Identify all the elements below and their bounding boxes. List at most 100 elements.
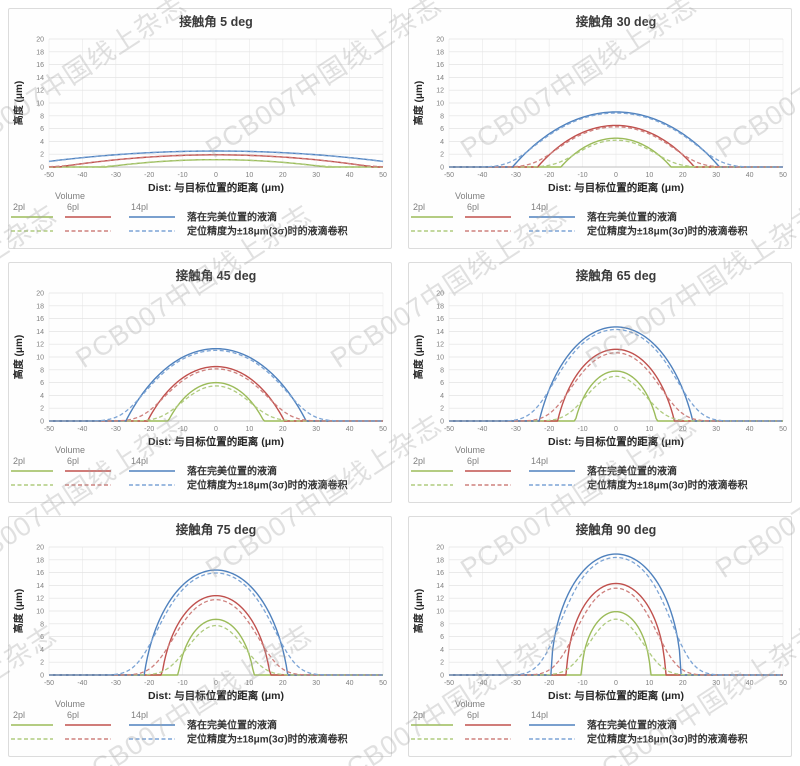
chart-title: 接触角 45 deg <box>176 268 257 283</box>
x-tick-label: 10 <box>646 426 654 433</box>
y-tick-label: 0 <box>440 419 444 426</box>
x-tick-label: 50 <box>379 172 387 179</box>
legend-item-label: 14pl <box>131 710 148 720</box>
chart-title: 接触角 65 deg <box>576 268 657 283</box>
y-tick-label: 8 <box>40 367 44 374</box>
x-tick-label: -10 <box>578 680 588 687</box>
legend-volume-header: Volume <box>55 445 85 455</box>
chart-title: 接触角 75 deg <box>176 522 257 537</box>
chart-65deg: -50 -40 -30 -20 -10 0 10 20 30 40 50 0 2 4 6 8 10 12 14 16 1… <box>411 268 787 492</box>
x-tick-label: -10 <box>578 426 588 433</box>
x-tick-label: 40 <box>746 172 754 179</box>
x-tick-label: 30 <box>312 426 320 433</box>
x-tick-label: -40 <box>77 426 87 433</box>
legend-solid-label: 落在完美位置的液滴 <box>187 719 277 732</box>
series-14pl-dashed <box>449 112 783 168</box>
y-tick-label: 4 <box>440 139 444 146</box>
y-tick-label: 6 <box>40 126 44 133</box>
legend-item-label: 6pl <box>467 202 479 212</box>
series-14pl-dashed <box>449 328 783 422</box>
x-tick-label: 40 <box>746 426 754 433</box>
y-tick-label: 16 <box>36 570 44 577</box>
y-tick-label: 18 <box>436 303 444 310</box>
x-axis-title: Dist: 与目标位置的距离 (μm) <box>548 435 684 448</box>
y-tick-label: 6 <box>440 634 444 641</box>
y-tick-label: 18 <box>436 49 444 56</box>
chart-panel-65deg: -50 -40 -30 -20 -10 0 10 20 30 40 50 0 2 4 6 8 10 12 14 16 1… <box>408 262 792 503</box>
y-tick-label: 18 <box>36 557 44 564</box>
x-tick-label: 30 <box>312 680 320 687</box>
legend-volume-header: Volume <box>55 699 85 709</box>
x-axis-title: Dist: 与目标位置的距离 (μm) <box>148 435 284 448</box>
x-tick-label: -30 <box>111 426 121 433</box>
chart-75deg: -50 -40 -30 -20 -10 0 10 20 30 40 50 0 2 4 6 8 10 12 14 16 1… <box>11 522 387 746</box>
y-tick-label: 14 <box>36 583 44 590</box>
x-tick-label: -20 <box>144 426 154 433</box>
x-tick-label: 40 <box>346 426 354 433</box>
x-axis-title: Dist: 与目标位置的距离 (μm) <box>148 689 284 702</box>
x-tick-label: 40 <box>746 680 754 687</box>
x-tick-label: -40 <box>477 172 487 179</box>
x-tick-label: -10 <box>178 680 188 687</box>
legend-solid-label: 落在完美位置的液滴 <box>187 211 277 224</box>
x-tick-label: -20 <box>144 680 154 687</box>
legend-item-label: 2pl <box>13 202 25 212</box>
legend-item-label: 2pl <box>413 456 425 466</box>
y-tick-label: 20 <box>36 37 44 44</box>
legend-dashed-label: 定位精度为±18μm(3σ)时的液滴卷积 <box>187 733 348 746</box>
y-tick-label: 10 <box>36 101 44 108</box>
x-tick-label: 50 <box>779 172 787 179</box>
y-tick-label: 12 <box>436 342 444 349</box>
y-tick-label: 12 <box>436 88 444 95</box>
y-tick-label: 10 <box>36 609 44 616</box>
legend-volume-header: Volume <box>455 191 485 201</box>
y-tick-label: 6 <box>440 126 444 133</box>
y-tick-label: 2 <box>40 152 44 159</box>
x-tick-label: -30 <box>111 680 121 687</box>
chart-title: 接触角 90 deg <box>576 522 657 537</box>
y-tick-label: 6 <box>40 634 44 641</box>
y-axis-title: 高度 (μm) <box>12 81 25 125</box>
legend-dashed-label: 定位精度为±18μm(3σ)时的液滴卷积 <box>587 733 748 746</box>
y-tick-label: 20 <box>436 545 444 552</box>
chart-title: 接触角 30 deg <box>576 14 657 29</box>
x-tick-label: -10 <box>178 172 188 179</box>
y-tick-label: 16 <box>36 62 44 69</box>
y-tick-label: 2 <box>440 406 444 413</box>
x-tick-label: -50 <box>44 426 54 433</box>
x-tick-label: -50 <box>444 426 454 433</box>
x-tick-label: 30 <box>712 172 720 179</box>
y-tick-label: 10 <box>36 355 44 362</box>
x-tick-label: -40 <box>77 680 87 687</box>
series-14pl-dashed <box>48 150 384 163</box>
y-tick-label: 20 <box>436 291 444 298</box>
x-tick-label: 30 <box>712 680 720 687</box>
x-tick-label: 10 <box>646 680 654 687</box>
x-tick-label: -30 <box>111 172 121 179</box>
y-tick-label: 0 <box>440 165 444 172</box>
y-tick-label: 10 <box>436 609 444 616</box>
chart-5deg: -50 -40 -30 -20 -10 0 10 20 30 40 50 0 2 4 6 8 10 12 14 16 1… <box>11 14 387 238</box>
x-tick-label: 50 <box>779 680 787 687</box>
series-6pl-dashed <box>48 154 384 168</box>
chart-30deg: -50 -40 -30 -20 -10 0 10 20 30 40 50 0 2 4 6 8 10 12 14 16 1… <box>411 14 787 238</box>
x-tick-label: 10 <box>646 172 654 179</box>
legend-item-label: 6pl <box>67 202 79 212</box>
x-tick-label: -20 <box>544 680 554 687</box>
y-tick-label: 8 <box>440 113 444 120</box>
legend-item-label: 2pl <box>13 710 25 720</box>
series-6pl-dashed <box>49 368 383 422</box>
legend-dashed-label: 定位精度为±18μm(3σ)时的液滴卷积 <box>587 225 748 238</box>
y-axis-title: 高度 (μm) <box>412 335 425 379</box>
legend-item-label: 14pl <box>531 710 548 720</box>
y-axis-title: 高度 (μm) <box>12 335 25 379</box>
x-tick-label: 20 <box>279 426 287 433</box>
legend-item-label: 6pl <box>67 456 79 466</box>
x-tick-label: -50 <box>444 680 454 687</box>
y-tick-label: 4 <box>40 647 44 654</box>
chart-45deg: -50 -40 -30 -20 -10 0 10 20 30 40 50 0 2 4 6 8 10 12 14 16 1… <box>11 268 387 492</box>
legend-item-label: 6pl <box>467 710 479 720</box>
x-tick-label: -50 <box>44 680 54 687</box>
